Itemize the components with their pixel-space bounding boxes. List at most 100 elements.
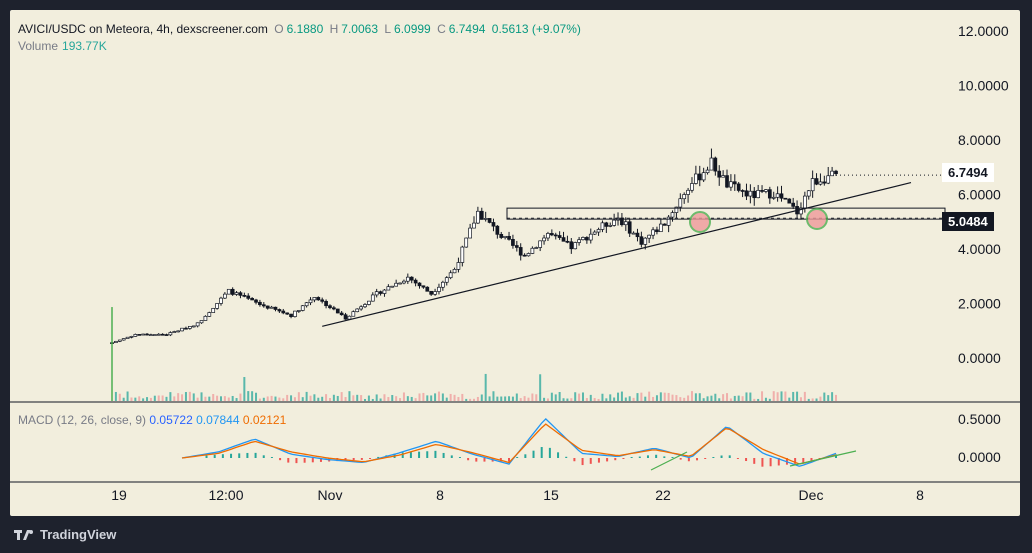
candle-body bbox=[503, 235, 507, 238]
macd-histogram-bar bbox=[753, 458, 756, 464]
volume-bar bbox=[184, 392, 187, 401]
candle-body bbox=[756, 190, 761, 199]
volume-bar bbox=[379, 398, 382, 401]
volume-bar bbox=[803, 391, 806, 401]
volume-bar bbox=[165, 396, 168, 401]
macd-histogram-bar bbox=[810, 458, 813, 461]
volume-value: 193.77K bbox=[62, 39, 107, 53]
volume-bar bbox=[835, 394, 837, 401]
volume-bar bbox=[469, 398, 472, 401]
candle-body bbox=[355, 308, 360, 313]
chart-plot-area[interactable] bbox=[10, 10, 1020, 516]
volume-bar bbox=[636, 393, 639, 401]
candle-body bbox=[553, 234, 558, 237]
volume-bars bbox=[111, 307, 837, 401]
volume-bar bbox=[554, 394, 557, 401]
volume-bar bbox=[761, 391, 764, 401]
macd-histogram-bar bbox=[663, 456, 666, 458]
candle-body bbox=[187, 326, 192, 329]
volume-bar bbox=[453, 394, 456, 401]
volume-bar bbox=[644, 396, 647, 401]
candle-body bbox=[390, 285, 395, 288]
macd-histogram-bar bbox=[614, 458, 617, 461]
macd-histogram-bar bbox=[606, 458, 609, 462]
volume-bar bbox=[126, 391, 129, 401]
macd-histogram-bar bbox=[377, 456, 380, 458]
candle-body bbox=[184, 327, 188, 330]
candle-body bbox=[732, 181, 737, 185]
macd-histogram-bar bbox=[712, 457, 715, 458]
volume-bar bbox=[702, 398, 705, 401]
macd-histogram-bar bbox=[360, 458, 363, 460]
volume-bar bbox=[375, 394, 378, 401]
volume-bar bbox=[617, 392, 620, 401]
drawings bbox=[322, 174, 946, 327]
candle-body bbox=[736, 183, 741, 191]
volume-bar bbox=[457, 397, 460, 401]
candle-body bbox=[690, 183, 694, 191]
volume-bar bbox=[511, 396, 514, 401]
volume-bar bbox=[266, 396, 269, 401]
candle-body bbox=[405, 276, 410, 282]
volume-bar bbox=[181, 394, 184, 401]
candle-body bbox=[760, 190, 764, 192]
volume-bar bbox=[605, 398, 608, 401]
volume-label: Volume bbox=[18, 39, 59, 53]
volume-bar bbox=[258, 398, 261, 401]
volume-bar bbox=[262, 397, 265, 401]
candle-body bbox=[324, 301, 328, 307]
macd-histogram-bar bbox=[369, 458, 372, 459]
volume-bar bbox=[492, 391, 495, 401]
candle-body bbox=[444, 277, 449, 283]
macd-histogram-bar bbox=[720, 455, 723, 458]
macd-histogram-bar bbox=[524, 454, 527, 458]
macd-histogram-bar bbox=[679, 458, 682, 460]
candle-body bbox=[211, 308, 216, 313]
tradingview-logo[interactable]: TradingView bbox=[14, 527, 116, 542]
candle-body bbox=[472, 222, 476, 229]
x-tick-label: 8 bbox=[916, 487, 924, 503]
volume-bar bbox=[815, 398, 818, 401]
ascending-trendline bbox=[322, 182, 912, 327]
macd-histogram-bar bbox=[835, 454, 837, 458]
volume-bar bbox=[146, 397, 149, 401]
volume-bar bbox=[321, 396, 324, 401]
volume-bar bbox=[823, 392, 826, 401]
volume-bar bbox=[543, 397, 546, 401]
candle-body bbox=[577, 239, 581, 243]
volume-bar bbox=[807, 398, 810, 401]
candle-body bbox=[234, 292, 239, 295]
volume-bar bbox=[216, 395, 219, 401]
candle-body bbox=[285, 312, 290, 315]
candle-body bbox=[289, 313, 293, 317]
candle-body bbox=[114, 340, 118, 344]
macd-histogram-bar bbox=[761, 458, 764, 467]
volume-bar bbox=[698, 393, 701, 401]
macd-histogram-bar bbox=[246, 452, 249, 458]
volume-bar bbox=[461, 393, 464, 401]
open-value: 6.1880 bbox=[286, 22, 324, 36]
candle-body bbox=[394, 282, 399, 287]
volume-bar bbox=[383, 394, 386, 401]
high-value: 7.0063 bbox=[341, 22, 378, 36]
candle-body bbox=[156, 333, 161, 336]
volume-bar bbox=[714, 393, 717, 401]
candle-body bbox=[697, 173, 702, 181]
candle-body bbox=[265, 305, 270, 309]
volume-bar bbox=[317, 397, 320, 401]
volume-bar bbox=[301, 397, 304, 401]
candle-body bbox=[561, 237, 566, 242]
volume-bar bbox=[426, 395, 429, 401]
macd-histogram-bar bbox=[802, 458, 805, 463]
candle-body bbox=[787, 198, 792, 204]
candle-body bbox=[149, 334, 153, 336]
candle-body bbox=[238, 292, 243, 296]
volume-bar bbox=[290, 395, 293, 401]
candle-body bbox=[293, 310, 297, 317]
macd-y-tick-label: 0.0000 bbox=[958, 449, 1001, 465]
volume-bar bbox=[667, 392, 670, 401]
volume-bar bbox=[776, 392, 779, 401]
axes: 12.0000 10.0000 8.0000 6.0000 4.0000 2.0000 0.… bbox=[111, 23, 1009, 503]
candle-body bbox=[378, 291, 383, 294]
